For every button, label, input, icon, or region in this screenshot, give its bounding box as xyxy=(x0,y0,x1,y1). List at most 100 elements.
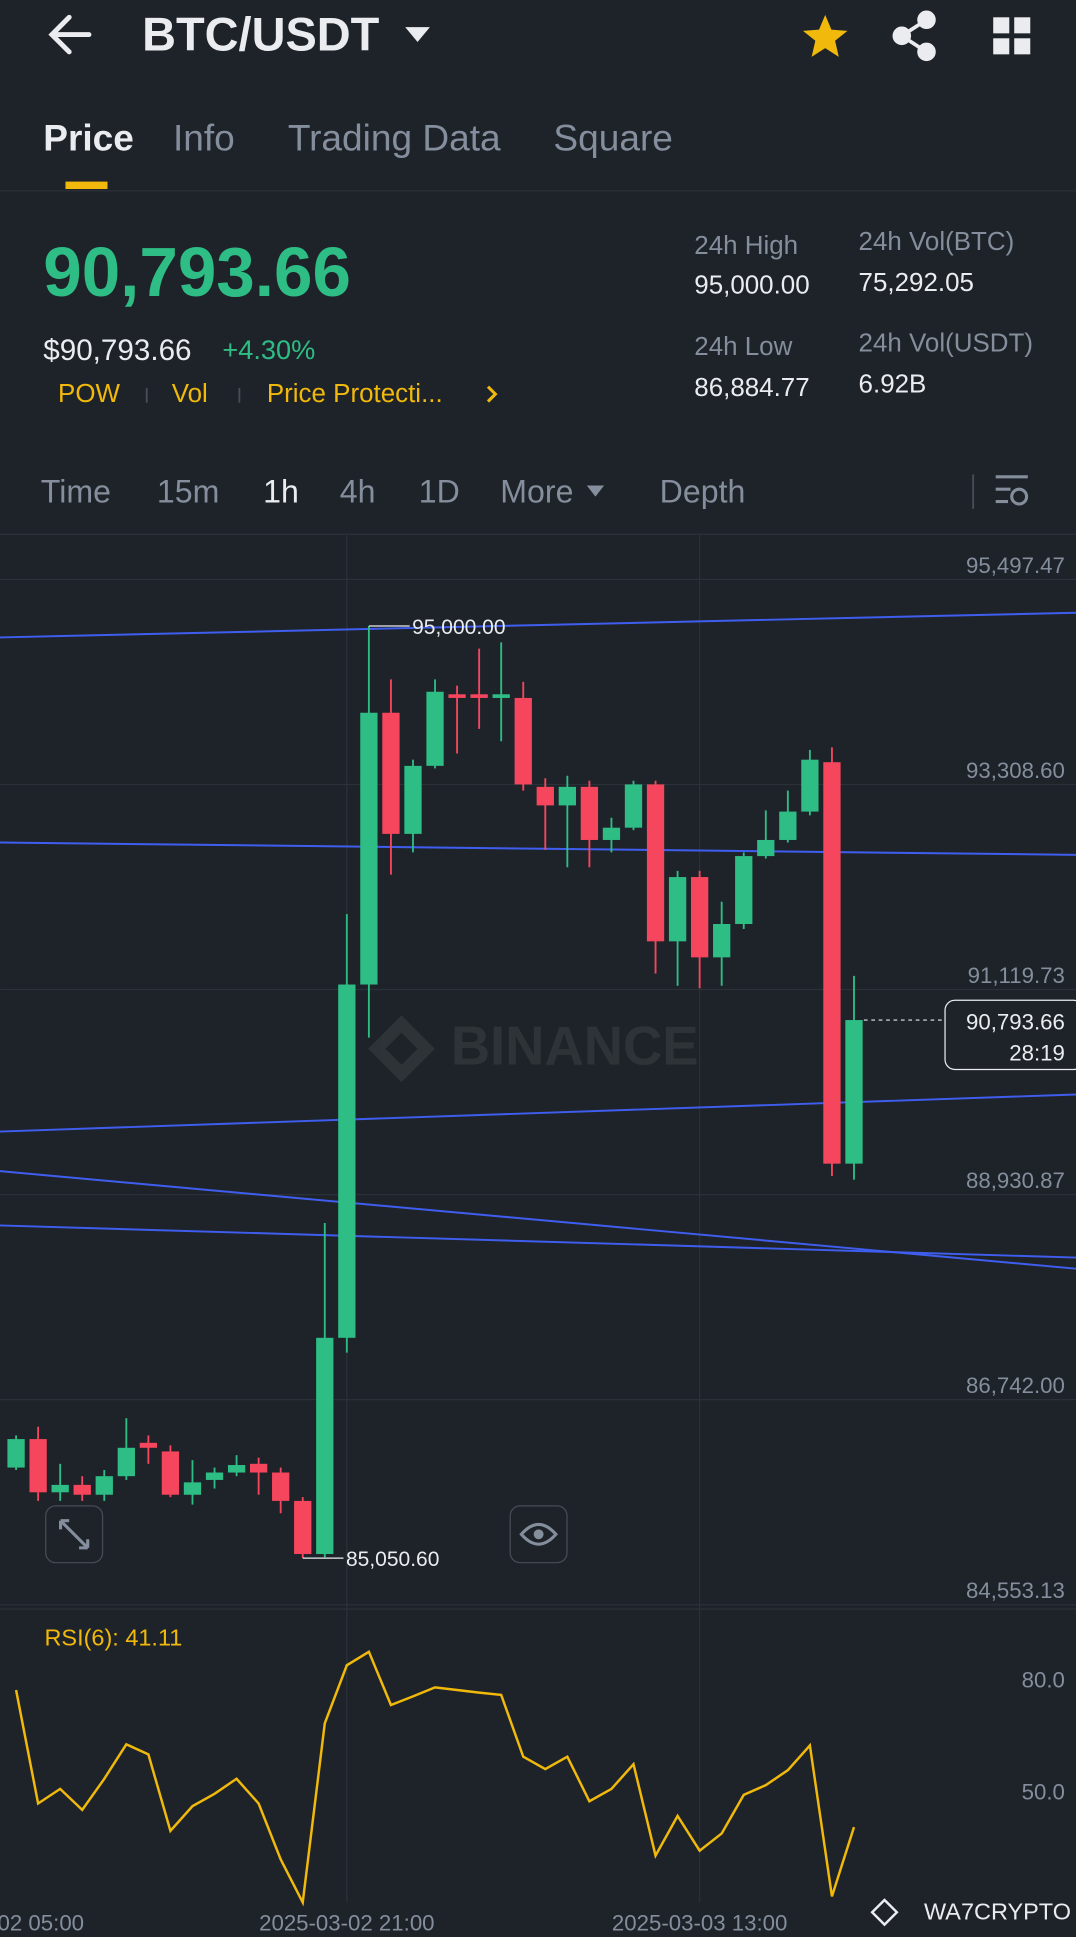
candle-body xyxy=(757,839,775,857)
candle-body xyxy=(183,1482,202,1495)
candle-body xyxy=(404,765,422,834)
stat-label: 24h Vol(BTC) xyxy=(859,228,1015,256)
stat-label: 24h Low xyxy=(694,333,792,361)
brand: WA7CRYPTO xyxy=(924,1899,1071,1925)
stat-label: 24h Vol(USDT) xyxy=(859,330,1033,358)
candle-body xyxy=(51,1484,69,1493)
watermark: BINANCE xyxy=(368,1015,699,1083)
watermark-text: BINANCE xyxy=(451,1015,699,1076)
candle-body xyxy=(470,694,488,698)
plot: 2025-03-02 21:00 2025-03-03 13:00 02 05:00… xyxy=(0,534,1076,1936)
candle-body xyxy=(646,784,665,942)
tag[interactable]: POW xyxy=(58,380,120,408)
candle-body xyxy=(448,694,466,698)
divider xyxy=(0,533,1076,535)
interval[interactable]: More xyxy=(500,474,573,510)
divider xyxy=(0,190,1076,192)
last-price: 90,793.66 xyxy=(43,233,351,311)
tag-separator xyxy=(238,387,241,403)
x-tick-label: 2025-03-02 21:00 xyxy=(259,1911,434,1936)
y-tick-label: 95,497.47 xyxy=(966,553,1065,578)
candle-body xyxy=(823,762,841,1164)
stat-value: 86,884.77 xyxy=(694,374,809,402)
interval[interactable]: 4h xyxy=(340,474,376,510)
candle-body xyxy=(139,1442,158,1448)
y-tick-label: 80.0 xyxy=(1022,1667,1065,1692)
tag-chevron[interactable] xyxy=(486,385,498,403)
trend-line xyxy=(0,1093,1076,1133)
stat-value: 6.92B xyxy=(859,370,927,398)
divider xyxy=(972,474,975,509)
button-frame xyxy=(509,1505,568,1564)
pair-dropdown[interactable] xyxy=(405,27,430,43)
candle-body xyxy=(845,1020,863,1164)
tab[interactable]: Price xyxy=(43,117,134,159)
tab-indicator xyxy=(65,181,108,190)
candle-body xyxy=(227,1465,246,1473)
interval[interactable]: Time xyxy=(41,474,111,510)
candle-body xyxy=(668,877,687,942)
eye-icon xyxy=(519,1522,558,1546)
y-tick-label: 50.0 xyxy=(1022,1780,1065,1805)
favorite-star[interactable] xyxy=(802,14,848,57)
x-tick-label: 02 05:00 xyxy=(0,1911,84,1936)
expand-button[interactable] xyxy=(45,1505,104,1564)
tag[interactable]: Vol xyxy=(172,380,208,408)
stat-value: 95,000.00 xyxy=(694,271,809,299)
candle-body xyxy=(624,784,643,828)
trend-line xyxy=(0,841,1076,856)
y-tick-label: 93,308.60 xyxy=(966,758,1065,783)
candle-body xyxy=(602,827,621,840)
candle-body xyxy=(73,1484,91,1495)
divider xyxy=(0,1608,1076,1610)
low-label: 85,050.60 xyxy=(346,1548,439,1571)
indicator-title: RSI(6): 41.11 xyxy=(44,1624,182,1650)
stat-label: 24h High xyxy=(694,232,798,260)
share-button[interactable] xyxy=(892,10,936,62)
rsi-line xyxy=(14,1649,856,1907)
y-tick-label: 88,930.87 xyxy=(966,1168,1065,1193)
candle-body xyxy=(492,694,510,698)
candle-body xyxy=(713,924,731,958)
candle-body xyxy=(95,1476,113,1495)
tag-separator xyxy=(145,387,148,403)
last-price-label: 90,793.66 xyxy=(966,1010,1065,1035)
trend-line xyxy=(0,1224,1076,1259)
candle-body xyxy=(117,1447,135,1477)
tab[interactable]: Info xyxy=(173,117,235,159)
visibility-button[interactable] xyxy=(509,1505,568,1564)
candle-body xyxy=(801,759,819,812)
candle-body xyxy=(272,1472,290,1501)
brand-logo xyxy=(870,1898,899,1927)
interval[interactable]: 1D xyxy=(419,474,460,510)
eye-pupil xyxy=(533,1529,544,1540)
tag[interactable]: Price Protecti... xyxy=(267,380,443,408)
y-tick-label: 91,119.73 xyxy=(968,963,1065,988)
candle-body xyxy=(338,984,356,1338)
candle-body xyxy=(735,856,753,925)
interval[interactable]: 15m xyxy=(157,474,219,510)
usd-price: $90,793.66 xyxy=(43,334,191,367)
menu-grid[interactable] xyxy=(993,17,1031,55)
candle-body xyxy=(536,786,554,806)
chart-settings[interactable] xyxy=(995,475,1029,506)
stat-value: 75,292.05 xyxy=(859,269,974,297)
tab[interactable]: Square xyxy=(553,117,672,159)
price-change: +4.30% xyxy=(222,334,315,365)
candle-body xyxy=(316,1337,334,1555)
tab[interactable]: Trading Data xyxy=(288,117,501,159)
pair-title[interactable]: BTC/USDT xyxy=(142,9,380,61)
candle-body xyxy=(558,786,576,806)
back-button[interactable] xyxy=(48,14,92,55)
interval[interactable]: Depth xyxy=(660,474,746,510)
candle-body xyxy=(360,712,378,985)
expand-icon xyxy=(59,1519,90,1550)
candle-body xyxy=(690,877,709,958)
candle-body xyxy=(161,1451,180,1495)
last-price-box xyxy=(944,999,1076,1071)
interval[interactable]: 1h xyxy=(263,474,299,510)
countdown: 28:19 xyxy=(1009,1041,1065,1066)
more-dropdown[interactable] xyxy=(586,485,605,497)
button-frame xyxy=(45,1505,104,1564)
